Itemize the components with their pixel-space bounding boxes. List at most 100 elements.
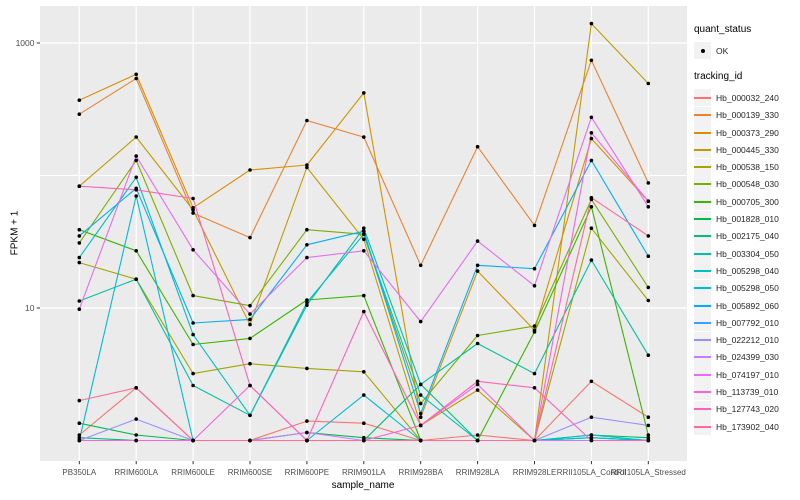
x-tick-label: RRII105LA_Control <box>557 468 627 477</box>
data-point <box>418 382 423 387</box>
data-point <box>77 255 82 260</box>
legend-key <box>694 210 711 228</box>
line-swatch-icon <box>694 148 711 151</box>
data-point <box>191 383 195 388</box>
data-point <box>589 433 594 437</box>
data-point <box>305 366 309 371</box>
legend-item-label: Hb_005298_040 <box>716 265 779 276</box>
data-point <box>362 393 366 397</box>
data-point <box>134 249 138 253</box>
data-point <box>134 188 138 192</box>
data-point <box>191 196 195 201</box>
data-point <box>134 417 138 421</box>
data-point <box>475 239 480 243</box>
data-point <box>305 165 309 170</box>
legend-item-label: Hb_113739_010 <box>716 386 779 397</box>
legend-item-label: Hb_173902_040 <box>716 421 779 432</box>
data-point <box>646 438 651 443</box>
data-point <box>134 158 138 163</box>
legend-item-ok: OK <box>694 42 800 60</box>
data-point <box>362 249 366 253</box>
data-point <box>418 263 423 268</box>
data-point <box>589 136 594 141</box>
data-point <box>248 438 252 443</box>
legend-item-Hb_005892_060: Hb_005892_060 <box>694 297 800 314</box>
data-point <box>248 383 252 388</box>
legend-item-Hb_000139_330: Hb_000139_330 <box>694 106 800 124</box>
x-tick-label: RRIM928LE <box>513 468 557 477</box>
legend-key <box>694 124 711 142</box>
data-point <box>589 415 594 420</box>
data-point <box>646 285 651 290</box>
data-point <box>77 184 82 188</box>
legend-key <box>694 193 711 211</box>
legend-key <box>694 297 711 314</box>
data-point <box>475 388 480 392</box>
data-point <box>305 438 309 443</box>
data-point <box>134 433 138 437</box>
data-point <box>134 154 138 158</box>
data-point <box>248 312 252 316</box>
data-point <box>532 330 537 334</box>
data-point <box>589 115 594 120</box>
data-point <box>362 91 366 95</box>
data-point <box>362 229 366 233</box>
data-point <box>532 324 537 328</box>
data-point <box>362 237 366 242</box>
data-point <box>248 303 252 308</box>
data-point <box>248 336 252 341</box>
data-point <box>77 299 82 303</box>
line-swatch-icon <box>694 114 711 117</box>
legend-item-Hb_005298_040: Hb_005298_040 <box>694 262 800 280</box>
data-point <box>191 438 195 443</box>
data-point <box>362 226 366 230</box>
data-point <box>589 435 594 440</box>
legend-item-label: Hb_000445_330 <box>716 144 779 155</box>
data-point <box>305 227 309 232</box>
data-point <box>134 135 138 139</box>
data-point <box>589 205 594 209</box>
line-swatch-icon <box>694 218 711 221</box>
data-point <box>77 234 82 238</box>
data-point <box>191 332 195 337</box>
data-point <box>305 300 309 305</box>
legend-item-label: Hb_074197_010 <box>716 369 779 380</box>
data-point <box>418 423 423 428</box>
legend-item-label: Hb_003304_050 <box>716 248 779 259</box>
data-point <box>646 298 651 303</box>
data-point <box>191 208 195 212</box>
legend-item-Hb_003304_050: Hb_003304_050 <box>694 245 800 263</box>
data-point <box>77 421 82 426</box>
data-point <box>475 144 480 149</box>
data-point <box>305 163 309 167</box>
legend-item-label: Hb_000139_330 <box>716 110 779 121</box>
data-point <box>134 438 138 443</box>
data-point <box>305 303 309 308</box>
legend-key <box>694 42 711 60</box>
data-point <box>77 227 82 232</box>
legend-item-Hb_000373_290: Hb_000373_290 <box>694 124 800 142</box>
data-point <box>77 112 82 116</box>
legend-item-Hb_000705_300: Hb_000705_300 <box>694 193 800 211</box>
legend-item-label: Hb_005298_050 <box>716 283 779 294</box>
data-point <box>191 321 195 325</box>
legend-key <box>694 418 711 436</box>
data-point <box>475 263 480 268</box>
legend-item-Hb_113739_010: Hb_113739_010 <box>694 383 800 401</box>
data-point <box>589 131 594 135</box>
data-point <box>134 76 138 81</box>
legend-item-label: Hb_005892_060 <box>716 300 779 311</box>
data-point <box>191 371 195 376</box>
data-point <box>134 72 138 77</box>
legend-key <box>694 331 711 349</box>
data-point <box>646 234 651 238</box>
data-point <box>418 415 423 420</box>
legend-item-Hb_127743_020: Hb_127743_020 <box>694 400 800 418</box>
data-point <box>646 181 651 185</box>
data-point <box>532 284 537 288</box>
data-point <box>589 258 594 262</box>
data-point <box>475 379 480 384</box>
line-swatch-icon <box>694 356 711 359</box>
data-point <box>77 260 82 265</box>
